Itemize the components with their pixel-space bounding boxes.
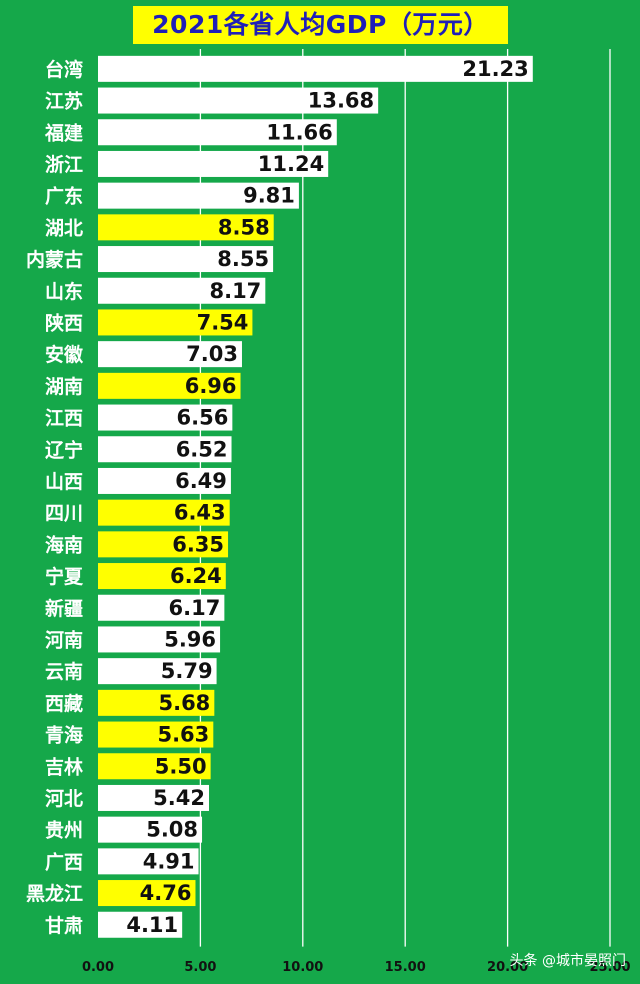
x-tick-label: 25.00 <box>589 960 630 975</box>
data-label: 11.66 <box>266 120 332 144</box>
category-label: 河南 <box>45 629 83 651</box>
bar <box>98 309 253 336</box>
data-label: 8.55 <box>217 247 269 271</box>
x-tick-label: 10.00 <box>282 960 323 975</box>
bar <box>98 563 226 590</box>
bar <box>98 182 299 209</box>
bar <box>98 277 266 304</box>
data-label: 6.17 <box>169 596 221 620</box>
data-label: 6.52 <box>176 437 228 461</box>
x-tick-label: 0.00 <box>82 960 114 975</box>
category-label: 辽宁 <box>45 438 83 461</box>
category-label: 甘肃 <box>45 914 83 937</box>
bar <box>98 499 230 526</box>
bar <box>98 848 199 875</box>
data-label: 7.03 <box>186 342 238 366</box>
data-label: 7.54 <box>197 310 249 334</box>
category-label: 湖南 <box>45 376 83 398</box>
bar <box>98 341 242 368</box>
category-label: 内蒙古 <box>26 248 83 271</box>
category-label: 湖北 <box>45 217 83 239</box>
bar <box>98 87 379 114</box>
category-label: 陕西 <box>45 311 83 334</box>
bar <box>98 150 329 177</box>
x-tick-label: 5.00 <box>184 960 216 975</box>
bar <box>98 214 274 241</box>
category-label: 山东 <box>45 280 83 303</box>
category-label: 云南 <box>45 661 83 683</box>
x-tick-label: 20.00 <box>487 960 528 975</box>
data-label: 4.91 <box>143 849 195 873</box>
category-label: 广东 <box>45 185 83 208</box>
category-label: 贵州 <box>45 820 83 842</box>
bar <box>98 784 210 811</box>
data-label: 8.17 <box>209 279 261 303</box>
category-label: 福建 <box>44 121 83 144</box>
data-label: 6.43 <box>174 501 226 525</box>
data-label: 6.56 <box>177 406 229 430</box>
data-label: 6.24 <box>170 564 222 588</box>
category-label: 新疆 <box>45 597 83 620</box>
watermark-text: 头条 @城市晏照门 <box>509 953 626 969</box>
data-label: 4.11 <box>126 913 178 937</box>
category-label: 江苏 <box>45 90 83 113</box>
category-label: 山西 <box>45 471 83 493</box>
category-label: 黑龙江 <box>26 882 83 905</box>
category-label: 浙江 <box>45 153 83 176</box>
bar <box>98 119 337 146</box>
data-label: 5.96 <box>164 627 216 651</box>
category-label: 江西 <box>45 408 83 430</box>
category-label: 宁夏 <box>45 565 84 588</box>
category-label: 台湾 <box>45 58 83 81</box>
data-label: 6.49 <box>175 469 227 493</box>
data-label: 6.96 <box>185 374 237 398</box>
category-label: 西藏 <box>45 692 83 715</box>
data-label: 5.50 <box>155 754 207 778</box>
bar <box>98 816 203 843</box>
bar <box>98 531 229 558</box>
data-label: 13.68 <box>308 89 374 113</box>
data-label: 8.58 <box>218 215 270 239</box>
bar <box>98 721 214 748</box>
bar <box>98 911 183 938</box>
bar <box>98 880 196 907</box>
bar <box>98 436 232 463</box>
data-label: 5.63 <box>157 723 209 747</box>
category-label: 四川 <box>45 503 83 525</box>
bar <box>98 246 274 273</box>
data-label: 21.23 <box>462 57 528 81</box>
data-label: 5.42 <box>153 786 205 810</box>
bar <box>98 372 241 399</box>
bar <box>98 689 215 716</box>
chart-title: 2021各省人均GDP（万元） <box>133 6 508 44</box>
data-label: 9.81 <box>243 184 295 208</box>
bar <box>98 55 533 82</box>
data-label: 6.35 <box>172 532 224 556</box>
data-label: 4.76 <box>140 881 192 905</box>
category-label: 海南 <box>45 533 83 556</box>
data-label: 11.24 <box>258 152 324 176</box>
bar <box>98 404 233 431</box>
bar <box>98 467 231 494</box>
category-label: 广西 <box>45 850 83 873</box>
bar <box>98 658 217 685</box>
bar <box>98 594 225 621</box>
category-label: 安徽 <box>45 343 84 366</box>
data-label: 5.08 <box>146 818 198 842</box>
data-label: 5.79 <box>161 659 213 683</box>
category-label: 河北 <box>45 788 83 810</box>
category-label: 青海 <box>45 724 83 747</box>
x-tick-label: 15.00 <box>385 960 426 975</box>
data-label: 5.68 <box>158 691 210 715</box>
category-label: 吉林 <box>45 755 83 778</box>
bar <box>98 626 221 653</box>
bar <box>98 753 211 780</box>
